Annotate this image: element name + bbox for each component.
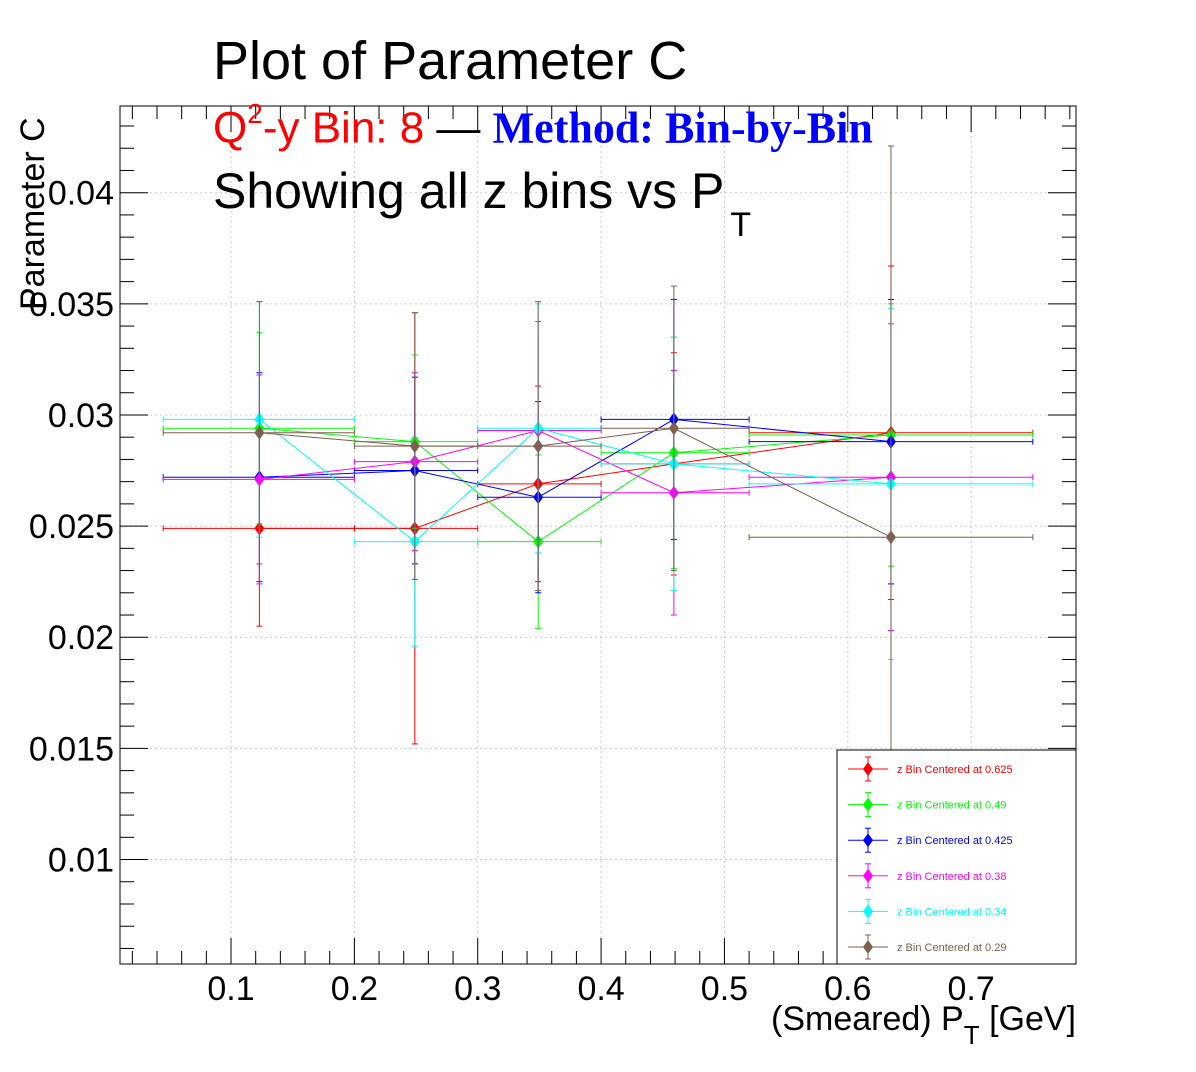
plot-frame [119,105,1077,965]
y-tick-label: 0.01 [48,842,114,880]
legend-marker [863,940,873,954]
x-axis-label-sub: T [964,1020,980,1050]
legend-box [836,749,1077,965]
subtitle-bin-sup: 2 [247,98,263,129]
x-tick-label: 0.2 [331,970,378,1008]
subtitle-method: Method: Bin-by-Bin [492,103,873,153]
legend-label: z Bin Centered at 0.425 [897,835,1013,847]
legend-label: z Bin Centered at 0.49 [897,800,1006,812]
y-tick-label: 0.025 [29,508,114,546]
chart-title: Plot of Parameter C [213,31,688,91]
legend-entry: z Bin Centered at 0.49 [848,792,1006,818]
x-tick-label: 0.3 [454,970,501,1008]
legend-marker [863,904,873,919]
legend-label: z Bin Centered at 0.29 [897,942,1006,954]
x-tick-label: 0.6 [824,970,871,1008]
series-0 [162,265,1034,745]
x-tick-label: 0.5 [701,970,748,1008]
data-point [885,530,896,545]
data-point [254,425,265,440]
data-point [409,439,420,454]
x-axis-tick-labels: 0.1 0.2 0.3 0.4 0.5 0.6 0.7 [207,970,994,1008]
legend-marker [863,762,873,776]
legend: z Bin Centered at 0.625 z Bin Centered at… [848,756,1013,960]
legend-entry: z Bin Centered at 0.38 [848,863,1006,889]
data-series [162,145,1034,929]
y-tick-label: 0.02 [48,619,114,657]
legend-label: z Bin Centered at 0.625 [897,764,1013,776]
subtitle-bin-prefix: Q [213,103,248,153]
y-tick-label: 0.03 [48,397,114,435]
legend-label: z Bin Centered at 0.34 [897,906,1006,918]
x-axis-label-unit: [GeV] [980,1000,1076,1038]
y-tick-label: 0.015 [29,730,114,768]
legend-entry: z Bin Centered at 0.625 [848,756,1013,782]
series-1 [162,303,1034,629]
y-axis-label: Parameter C [14,117,52,310]
y-tick-label: 0.035 [29,286,114,324]
y-axis-tick-labels: 0.01 0.015 0.02 0.025 0.03 0.035 0.04 [29,175,114,880]
y-tick-label: 0.04 [48,175,114,213]
series-4 [162,301,1034,660]
legend-entry: z Bin Centered at 0.425 [848,827,1013,853]
legend-marker [863,868,873,883]
x-axis-label: (Smeared) PT [GeV] [771,1000,1076,1050]
legend-entry: z Bin Centered at 0.29 [848,934,1006,960]
subtitle2-sub: T [730,206,752,244]
subtitle-bin-rest: -y Bin: 8 [262,103,425,153]
subtitle2-main: Showing all z bins vs P [213,163,725,219]
data-point [533,439,544,454]
data-point [668,421,679,436]
chart-subtitle-2: Showing all z bins vs PT [213,162,751,244]
legend-marker [863,833,873,848]
x-axis-label-main: (Smeared) P [771,1000,964,1038]
x-tick-label: 0.7 [948,970,995,1008]
legend-label: z Bin Centered at 0.38 [897,871,1006,883]
series-5 [162,145,1034,929]
x-tick-label: 0.4 [577,970,624,1008]
x-tick-label: 0.1 [207,970,254,1008]
legend-marker [863,797,873,812]
legend-entry: z Bin Centered at 0.34 [848,898,1006,924]
chart-subtitle: Q2-y Bin: 8 — Method: Bin-by-Bin [213,98,873,154]
subtitle-dash: — [424,103,493,153]
